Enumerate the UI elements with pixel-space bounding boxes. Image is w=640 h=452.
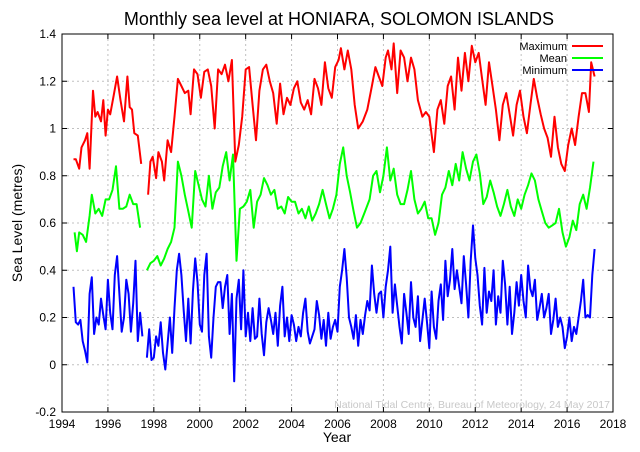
chart-title: Monthly sea level at HONIARA, SOLOMON IS… bbox=[124, 9, 554, 29]
series-maximum-line bbox=[147, 42, 596, 195]
series-layer bbox=[72, 42, 596, 383]
legend-label-maximum: Maximum bbox=[519, 41, 567, 53]
x-tick-label: 2000 bbox=[186, 417, 213, 431]
legend-label-mean: Mean bbox=[539, 53, 567, 65]
axis-ticks bbox=[61, 33, 614, 413]
x-axis-label: Year bbox=[323, 429, 352, 445]
y-tick-label: 0 bbox=[49, 358, 56, 372]
x-tick-label: 2016 bbox=[554, 417, 581, 431]
series-mean-line bbox=[73, 165, 142, 253]
y-tick-label: 0.8 bbox=[39, 169, 56, 183]
y-tick-label: 0.4 bbox=[39, 263, 56, 277]
x-tick-label: 2012 bbox=[462, 417, 489, 431]
grid-lines bbox=[62, 34, 613, 412]
y-axis-label: Sea Level (metres) bbox=[9, 164, 25, 282]
x-tick-label: 2014 bbox=[508, 417, 535, 431]
x-tick-label: 2004 bbox=[278, 417, 305, 431]
x-tick-labels: 1994 1996 1998 2000 2002 2004 2006 2008 2010 2012… bbox=[49, 417, 627, 431]
x-tick-label: 1996 bbox=[95, 417, 122, 431]
series-minimum-line bbox=[72, 255, 144, 364]
y-tick-label: 1.4 bbox=[39, 27, 56, 41]
y-tick-label: 1.2 bbox=[39, 74, 56, 88]
series-mean-line bbox=[146, 146, 595, 271]
legend-label-minimum: Minimum bbox=[522, 65, 567, 77]
y-tick-label: -0.2 bbox=[35, 405, 56, 419]
credit-text: National Tidal Centre, Bureau of Meteoro… bbox=[334, 399, 610, 411]
x-tick-label: 2008 bbox=[370, 417, 397, 431]
y-tick-label: 0.6 bbox=[39, 216, 56, 230]
x-tick-label: 2010 bbox=[416, 417, 443, 431]
y-tick-labels: -0.2 0 0.2 0.4 0.6 0.8 1 1.2 1.4 bbox=[35, 27, 56, 419]
y-tick-label: 1 bbox=[49, 122, 56, 136]
y-tick-label: 0.2 bbox=[39, 311, 56, 325]
series-minimum-line bbox=[145, 224, 596, 383]
x-tick-label: 2006 bbox=[324, 417, 351, 431]
series-maximum-line bbox=[73, 75, 143, 170]
x-tick-label: 2002 bbox=[232, 417, 259, 431]
x-tick-label: 2018 bbox=[600, 417, 627, 431]
x-tick-label: 1998 bbox=[140, 417, 167, 431]
x-tick-label: 1994 bbox=[49, 417, 76, 431]
